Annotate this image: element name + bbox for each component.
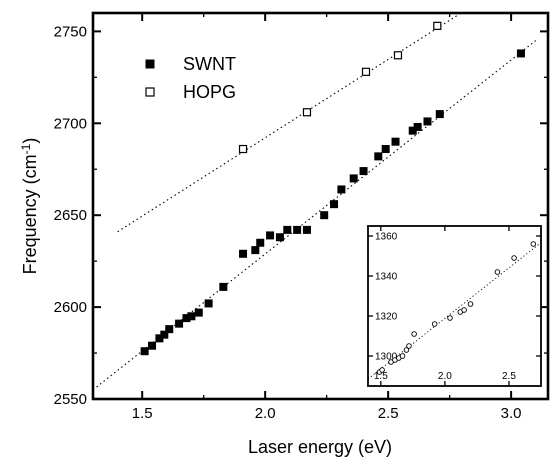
swnt-point <box>194 308 203 317</box>
hopg-point <box>302 108 312 117</box>
swnt-point <box>239 249 248 258</box>
y-tick-label: 2650 <box>54 207 87 224</box>
swnt-point <box>165 325 174 334</box>
legend-hopg-marker <box>145 87 155 97</box>
inset-point <box>431 321 438 327</box>
swnt-point <box>337 185 346 194</box>
swnt-point <box>140 347 149 356</box>
inset-y-tick-label: 1320 <box>375 312 398 323</box>
hopg-point <box>238 144 248 154</box>
x-tick-label: 2.5 <box>378 405 399 422</box>
x-tick-label: 2.0 <box>255 405 276 422</box>
hopg-point <box>393 51 403 60</box>
swnt-point <box>187 312 196 321</box>
swnt-point <box>251 246 260 255</box>
main-plot-frame <box>91 11 550 401</box>
inset-point <box>467 301 474 307</box>
inset-point <box>403 347 410 353</box>
swnt-point <box>160 330 169 339</box>
swnt-point <box>182 314 191 323</box>
inset-x-tick-label: 2.0 <box>438 371 452 382</box>
inset-y-tick-label: 1360 <box>375 232 398 243</box>
inset-point <box>406 343 412 349</box>
main-data-points <box>140 21 525 356</box>
main-fit-lines <box>93 13 537 391</box>
swnt-point <box>256 238 265 247</box>
main-axis-ticks: 2550 2600 2650 2700 2750 1.5 2.0 2.5 3.0 <box>54 13 548 422</box>
swnt-point <box>148 341 157 350</box>
swnt-point <box>423 117 432 126</box>
swnt-point <box>516 49 525 58</box>
y-tick-label: 2700 <box>54 115 87 132</box>
inset-point <box>399 353 406 359</box>
hopg-point <box>433 21 442 30</box>
swnt-point <box>413 122 422 131</box>
inset-point <box>411 331 417 337</box>
swnt-point <box>155 334 164 343</box>
hopg-point <box>361 67 371 76</box>
legend-swnt-marker <box>145 59 155 69</box>
swnt-point <box>359 167 368 176</box>
swnt-point <box>391 137 400 146</box>
y-tick-label: 2750 <box>54 23 87 40</box>
x-tick-label: 3.0 <box>501 405 522 422</box>
inset-y-tick-label: 1300 <box>375 352 398 363</box>
y-axis-label: Frequency (cm-1) <box>19 138 40 275</box>
legend-hopg-label: HOPG <box>183 82 236 102</box>
inset-point <box>379 367 385 373</box>
fit-line <box>117 13 463 233</box>
inset-plot: 1300 1320 1340 1360 1.5 2.0 2.5 <box>367 225 542 387</box>
swnt-point <box>435 110 444 119</box>
inset-axis-ticks: 1300 1320 1340 1360 1.5 2.0 2.5 <box>368 226 541 386</box>
y-tick-label: 2550 <box>54 391 87 408</box>
inset-point <box>530 241 537 247</box>
inset-point <box>494 269 501 275</box>
swnt-point <box>330 200 339 209</box>
inset-data-points <box>376 241 537 375</box>
swnt-point <box>320 211 329 220</box>
inset-x-tick-label: 1.5 <box>374 371 388 382</box>
swnt-point <box>381 145 390 154</box>
inset-point <box>461 307 467 313</box>
swnt-point <box>204 299 213 308</box>
swnt-point <box>175 319 184 328</box>
legend-swnt-label: SWNT <box>183 54 236 74</box>
swnt-point <box>302 225 311 234</box>
swnt-point <box>293 225 302 234</box>
swnt-point <box>408 126 417 135</box>
swnt-point <box>219 282 228 291</box>
inset-point <box>511 255 517 261</box>
x-axis-label: Laser energy (eV) <box>248 437 392 457</box>
swnt-point <box>374 152 383 161</box>
inset-x-tick-label: 2.5 <box>502 371 516 382</box>
inset-y-tick-label: 1340 <box>375 272 398 283</box>
swnt-point <box>349 174 358 183</box>
y-tick-label: 2600 <box>54 299 87 316</box>
inset-point <box>447 315 453 321</box>
swnt-point <box>275 233 284 242</box>
swnt-point <box>266 231 275 240</box>
swnt-point <box>283 225 292 234</box>
x-tick-label: 1.5 <box>132 405 153 422</box>
legend: SWNT HOPG <box>145 54 236 102</box>
